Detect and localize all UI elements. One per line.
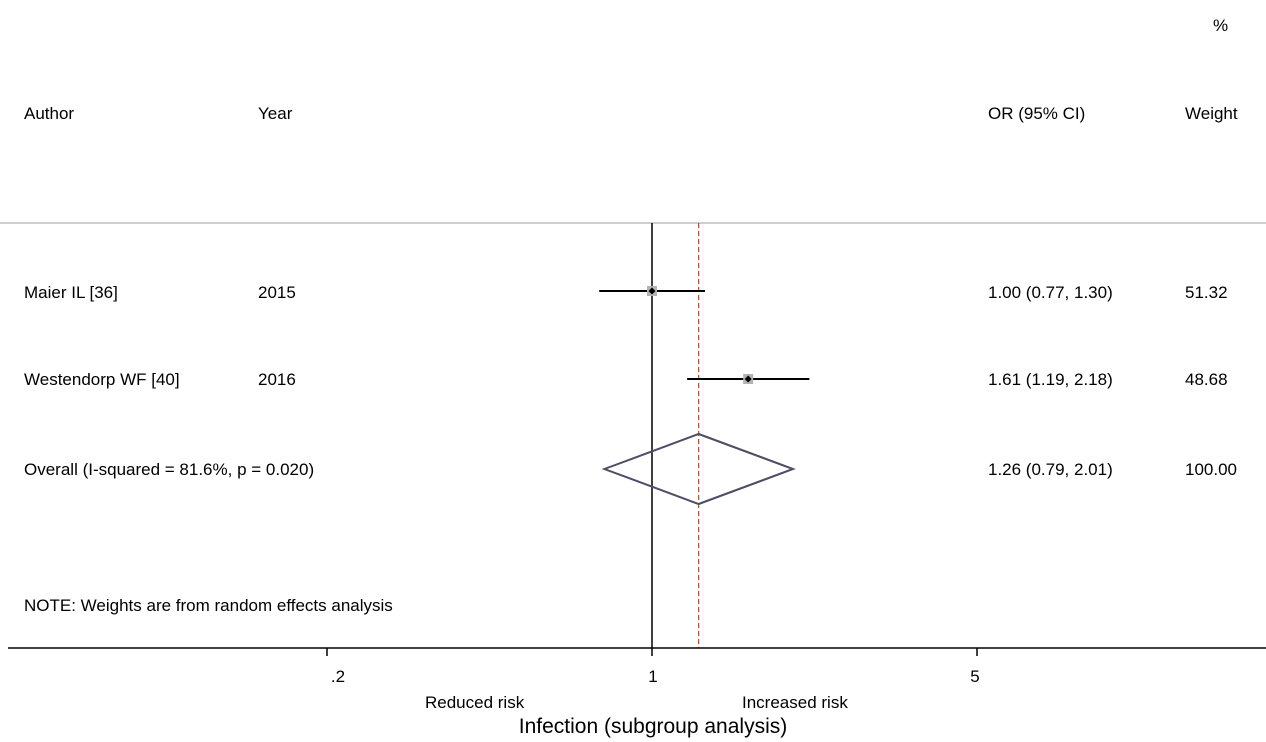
overall-label: Overall (I-squared = 81.6%, p = 0.020) — [24, 460, 315, 479]
weight-header-percent: % — [1213, 16, 1229, 35]
study-year: 2016 — [258, 370, 296, 389]
study-or-text: 1.61 (1.19, 2.18) — [988, 370, 1113, 389]
x-tick-label: 1 — [648, 667, 658, 686]
study-author: Westendorp WF [40] — [24, 370, 180, 389]
study-weight: 48.68 — [1185, 370, 1228, 389]
favours-left-label: Reduced risk — [425, 693, 525, 712]
favours-right-label: Increased risk — [742, 693, 848, 712]
study-or-text: 1.00 (0.77, 1.30) — [988, 283, 1113, 302]
note-text: NOTE: Weights are from random effects an… — [24, 596, 393, 615]
year-header: Year — [258, 104, 293, 123]
overall-diamond — [601, 432, 796, 506]
study-weight: 51.32 — [1185, 283, 1228, 302]
study-year: 2015 — [258, 283, 296, 302]
overall-or-text: 1.26 (0.79, 2.01) — [988, 460, 1113, 479]
x-axis-title: Infection (subgroup analysis) — [518, 715, 788, 738]
study-point-marker — [648, 287, 656, 295]
x-tick-label: 5 — [970, 667, 980, 686]
overall-weight: 100.00 — [1185, 460, 1237, 479]
weight-header: Weight — [1185, 104, 1238, 123]
or-header: OR (95% CI) — [988, 104, 1086, 123]
study-author: Maier IL [36] — [24, 283, 118, 302]
x-tick-label: .2 — [330, 667, 346, 686]
study-point-marker — [744, 375, 752, 383]
author-header: Author — [24, 104, 75, 123]
